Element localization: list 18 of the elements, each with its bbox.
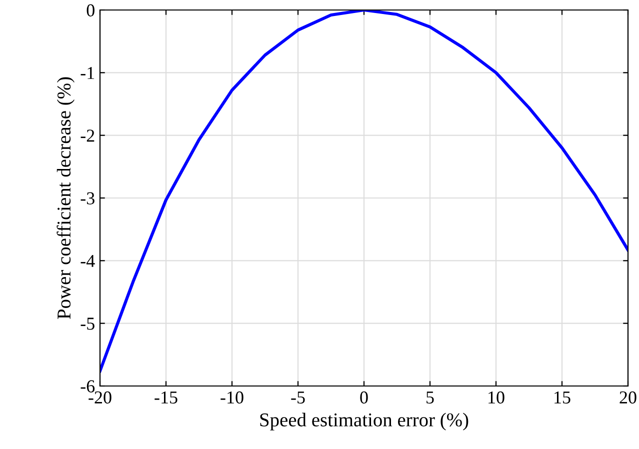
y-tick-label: -2: [80, 130, 94, 142]
x-tick-label: -20: [88, 391, 112, 404]
y-tick-label: -6: [80, 380, 95, 392]
y-tick-label: 0: [86, 4, 94, 16]
x-tick-label: -5: [291, 392, 305, 404]
x-tick-label: -15: [154, 391, 178, 404]
y-axis-title: Power coefficient decrease (%): [56, 77, 75, 319]
y-tick-label: -5: [80, 318, 94, 330]
x-tick-label: 20: [620, 391, 636, 404]
y-tick-label: -4: [80, 255, 95, 267]
y-tick-label: -3: [80, 192, 94, 204]
x-tick-label: 10: [488, 391, 504, 404]
x-tick-label: -10: [220, 391, 244, 404]
x-tick-label: 5: [426, 392, 434, 404]
x-tick-label: 0: [360, 391, 368, 404]
x-tick-label: 15: [554, 391, 570, 404]
x-axis-title: Speed estimation error (%): [260, 412, 468, 430]
y-tick-label: -1: [80, 67, 94, 79]
